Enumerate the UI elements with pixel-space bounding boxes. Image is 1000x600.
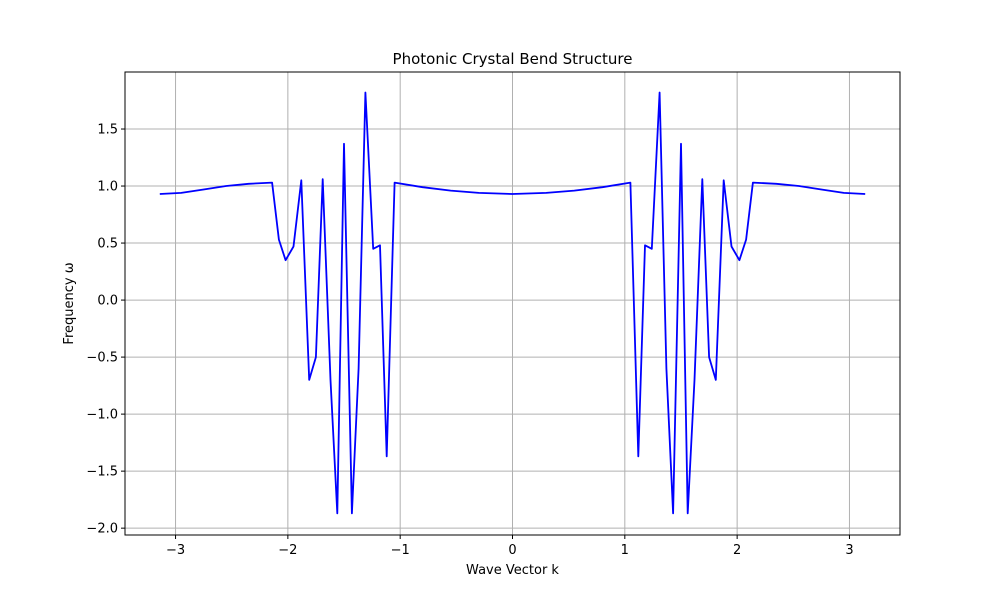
x-tick-label: −1 (391, 543, 410, 558)
x-tick-label: −2 (278, 543, 297, 558)
x-tick-label: 2 (733, 543, 741, 558)
x-tick-label: 1 (621, 543, 629, 558)
y-tick-label: −0.5 (86, 351, 118, 366)
y-tick-label: −1.5 (86, 465, 118, 480)
series-line (159, 91, 866, 515)
x-axis-label: Wave Vector k (466, 563, 559, 578)
y-tick-label: 1.5 (97, 123, 118, 138)
y-axis-label: Frequency ω (62, 262, 77, 344)
chart-title: Photonic Crystal Bend Structure (393, 50, 633, 68)
x-tick-label: 3 (845, 543, 853, 558)
y-tick-label: 1.0 (97, 180, 118, 195)
y-tick-label: −2.0 (86, 522, 118, 537)
x-tick-label: 0 (508, 543, 516, 558)
series-layer (159, 91, 866, 515)
x-tick-label: −3 (166, 543, 185, 558)
y-tick-label: 0.0 (97, 294, 118, 309)
grid-layer (125, 72, 900, 535)
y-tick-label: −1.0 (86, 408, 118, 423)
y-tick-label: 0.5 (97, 237, 118, 252)
tick-layer: −3 −2 −1 0 1 2 3 −2.0 −1.5 −1.0 −0.5 0.0 0.5 1.0 1.5 (86, 123, 853, 558)
